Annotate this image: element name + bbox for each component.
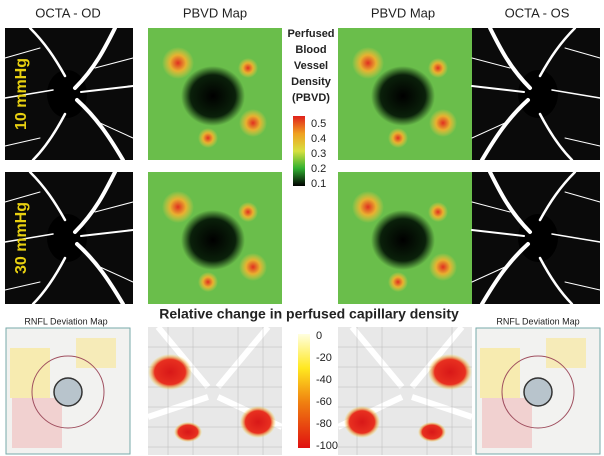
header: OCTA - OS bbox=[505, 5, 570, 20]
colorbar bbox=[298, 334, 310, 448]
row-label: 10 mmHg bbox=[13, 58, 30, 130]
header: PBVD Map bbox=[371, 5, 435, 20]
tick-label: 0.4 bbox=[311, 133, 326, 145]
colorbar bbox=[293, 116, 305, 186]
colorbar-ticks: 0.5 0.4 0.3 0.2 0.1 bbox=[311, 118, 326, 190]
tick-label: -60 bbox=[316, 396, 332, 408]
legend-title: (PBVD) bbox=[292, 92, 330, 104]
colorbar-ticks: 0 -20 -40 -60 -80 -100 bbox=[316, 330, 338, 452]
tick-label: -20 bbox=[316, 352, 332, 364]
rnfl-label: RNFL Deviation Map bbox=[496, 316, 579, 326]
legend-title: Density bbox=[291, 76, 332, 88]
tick-label: -100 bbox=[316, 440, 338, 452]
legend-title: Perfused bbox=[287, 28, 334, 40]
tick-label: -80 bbox=[316, 418, 332, 430]
change-map bbox=[148, 327, 282, 455]
pbvd-legend: Perfused Blood Vessel Density (PBVD) bbox=[287, 28, 334, 104]
pbvd-map bbox=[338, 172, 472, 304]
header: OCTA - OD bbox=[35, 5, 100, 20]
pbvd-map bbox=[148, 28, 282, 160]
bottom-title: Relative change in perfused capillary de… bbox=[159, 306, 459, 322]
figure: OCTA - OD PBVD Map PBVD Map OCTA - OS 10… bbox=[0, 0, 604, 456]
rnfl-map bbox=[6, 328, 130, 454]
rnfl-label: RNFL Deviation Map bbox=[24, 316, 107, 326]
pbvd-map bbox=[148, 172, 282, 304]
tick-label: 0.5 bbox=[311, 118, 326, 130]
headers: OCTA - OD PBVD Map PBVD Map OCTA - OS bbox=[35, 5, 569, 20]
legend-title: Vessel bbox=[294, 60, 328, 72]
tick-label: 0.1 bbox=[311, 178, 326, 190]
octa-image bbox=[472, 28, 600, 160]
octa-image bbox=[472, 172, 600, 304]
legend-title: Blood bbox=[295, 44, 326, 56]
change-map bbox=[338, 327, 472, 455]
tick-label: 0.3 bbox=[311, 148, 326, 160]
tick-label: -40 bbox=[316, 374, 332, 386]
tick-label: 0 bbox=[316, 330, 322, 342]
tick-label: 0.2 bbox=[311, 163, 326, 175]
header: PBVD Map bbox=[183, 5, 247, 20]
pbvd-map bbox=[338, 28, 472, 160]
rnfl-map bbox=[476, 328, 600, 454]
row-label: 30 mmHg bbox=[13, 202, 30, 274]
